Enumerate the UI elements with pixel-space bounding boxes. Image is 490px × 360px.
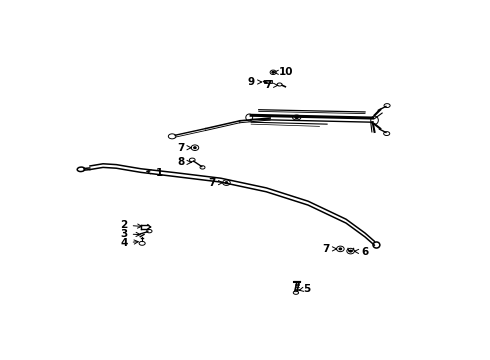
Text: 3: 3 [121,229,140,239]
Text: 9: 9 [248,77,262,87]
Circle shape [194,147,196,149]
Circle shape [225,182,227,184]
Text: 7: 7 [265,80,278,90]
Text: 4: 4 [121,238,138,248]
Text: 2: 2 [121,220,142,230]
Text: 1: 1 [147,168,163,178]
Circle shape [272,72,274,73]
Text: 10: 10 [273,67,294,77]
Circle shape [349,250,352,252]
Text: 7: 7 [177,143,191,153]
Ellipse shape [295,117,298,118]
Circle shape [339,248,342,250]
Text: 6: 6 [354,247,368,257]
Text: 8: 8 [177,157,191,167]
FancyBboxPatch shape [265,80,272,84]
Text: 7: 7 [208,177,222,188]
Text: 5: 5 [299,284,311,293]
Text: 7: 7 [323,244,337,254]
